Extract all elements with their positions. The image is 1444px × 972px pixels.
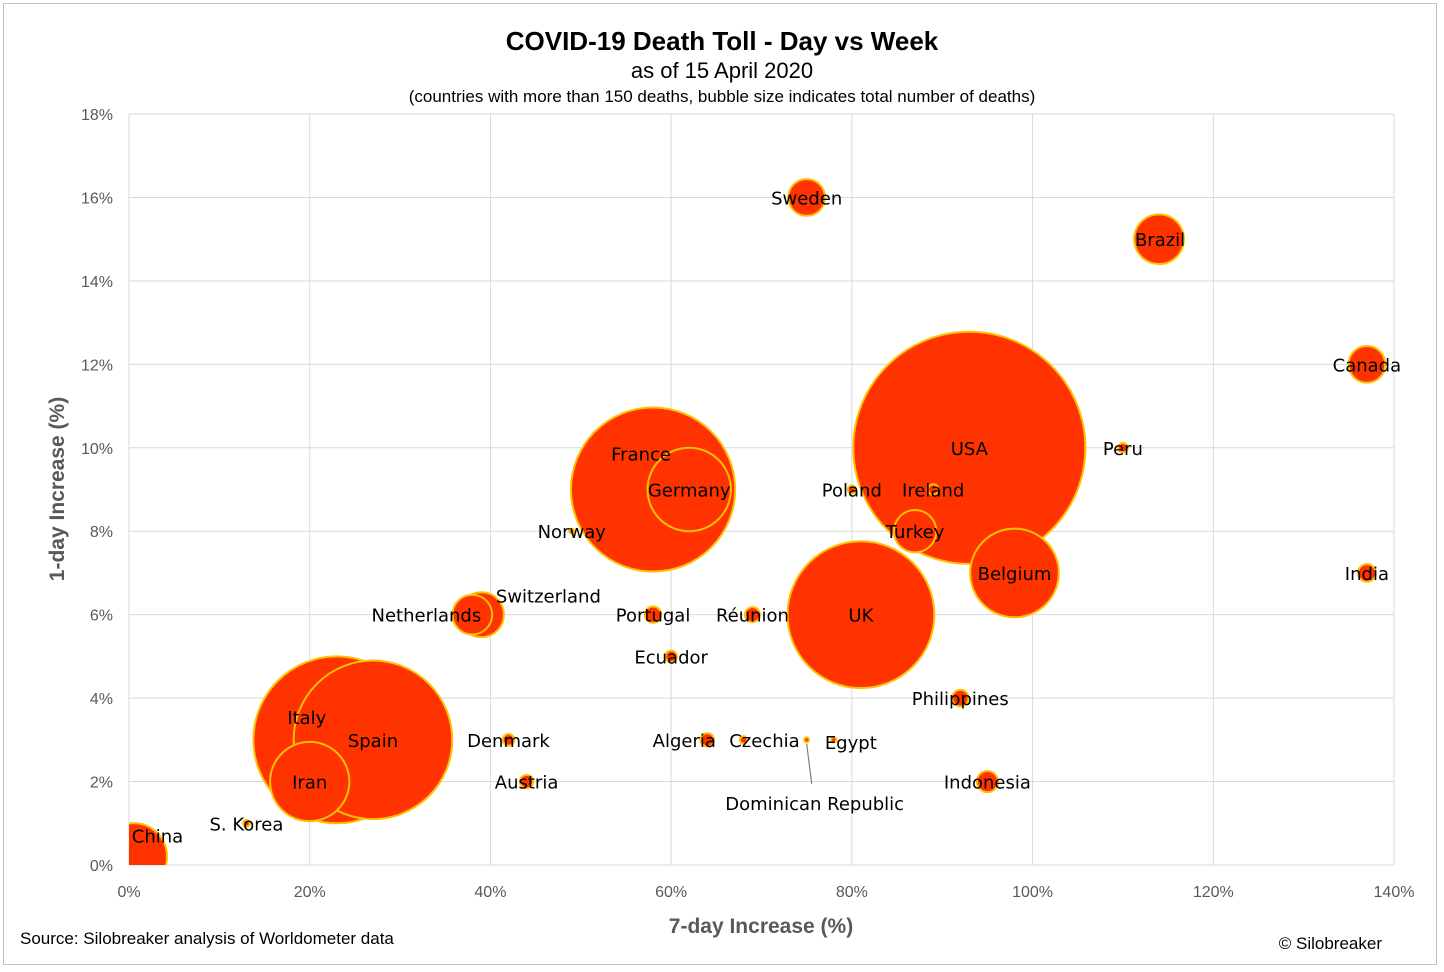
x-tick-label: 0% (117, 884, 140, 901)
y-tick-label: 8% (90, 524, 113, 541)
bubble-norway (568, 527, 576, 535)
bubble-label-belgium: Belgium (978, 564, 1052, 585)
bubble-peru (1117, 442, 1129, 454)
bubble-label-usa: USA (951, 439, 989, 460)
bubble-label-ireland: Ireland (902, 481, 964, 502)
bubble-label-spain: Spain (348, 731, 398, 752)
bubble-label-germany: Germany (648, 481, 731, 502)
bubble-label-r-union: Réunion (716, 606, 789, 627)
y-tick-label: 2% (90, 775, 113, 792)
y-tick-label: 10% (81, 441, 113, 458)
bubble-belgium (969, 527, 1060, 619)
bubble-germany (646, 446, 732, 533)
bubble-austria (518, 773, 535, 790)
bubble-labels: China S. Korea Italy Spain Iran Netherlands Sw… (132, 188, 1401, 847)
bubble-india (1357, 563, 1377, 583)
bubble-portugal (643, 605, 663, 624)
x-tick-label: 20% (294, 884, 326, 901)
bubble-label-turkey: Turkey (885, 522, 945, 543)
bubble-label-uk: UK (848, 606, 874, 627)
bubble-label-dominican-republic: Dominican Republic (725, 794, 904, 815)
y-tick-label: 18% (81, 107, 113, 124)
bubbles (129, 178, 1387, 865)
bubble-sweden (787, 178, 827, 217)
bubble-philippines (951, 688, 970, 708)
bubble-label-denmark: Denmark (467, 731, 550, 752)
copyright: © Silobreaker (1279, 934, 1383, 953)
bubble-usa (852, 330, 1087, 565)
y-tick-label: 16% (81, 190, 113, 207)
x-tick-label: 40% (474, 884, 506, 901)
bubble-s-korea (242, 818, 251, 828)
bubble-ecuador (664, 649, 678, 664)
leader-line (806, 743, 813, 784)
bubble-ireland (926, 483, 940, 496)
bubble-label-portugal: Portugal (616, 606, 691, 627)
bubble-canada (1347, 344, 1387, 384)
bubble-r-union (743, 606, 761, 624)
chart-subtitle: as of 15 April 2020 (631, 58, 813, 83)
source-note: Source: Silobreaker analysis of Worldome… (20, 929, 394, 948)
bubble-label-ecuador: Ecuador (634, 647, 708, 668)
bubble-uk (786, 540, 936, 690)
y-tick-label: 6% (90, 608, 113, 625)
bubble-indonesia (975, 769, 999, 794)
bubble-label-france: France (611, 445, 671, 466)
bubble-label-italy: Italy (287, 708, 326, 729)
bubble-algeria (699, 732, 715, 748)
y-tick-label: 0% (90, 858, 113, 875)
bubble-label-poland: Poland (822, 481, 882, 502)
y-tick-label: 12% (81, 357, 113, 374)
bubble-label-brazil: Brazil (1135, 230, 1185, 251)
bubble-label-switzerland: Switzerland (496, 587, 601, 608)
chart-note: (countries with more than 150 deaths, bu… (409, 87, 1036, 106)
bubble-egypt (830, 736, 838, 744)
bubble-label-philippines: Philippines (912, 689, 1009, 710)
y-axis-title: 1-day Increase (%) (46, 397, 69, 581)
axes: 0% 2% 4% 6% 8% 10% 12% 14% 16% 18% 0% 20% 40% 60% 80% 1… (81, 107, 1414, 901)
bubble-label-sweden: Sweden (771, 188, 842, 209)
bubble-label-indonesia: Indonesia (944, 773, 1031, 794)
bubble-label-algeria: Algeria (653, 731, 716, 752)
bubble-label-china: China (132, 827, 183, 848)
bubble-label-s-korea: S. Korea (210, 814, 284, 835)
bubble-label-peru: Peru (1103, 439, 1143, 460)
bubble-label-norway: Norway (538, 522, 607, 543)
y-tick-label: 4% (90, 691, 113, 708)
chart-title: COVID-19 Death Toll - Day vs Week (506, 26, 939, 56)
x-tick-label: 100% (1012, 884, 1053, 901)
y-tick-label: 14% (81, 274, 113, 291)
x-tick-label: 140% (1374, 884, 1415, 901)
bubble-china (129, 822, 169, 865)
bubble-turkey (892, 509, 938, 554)
bubble-label-egypt: Egypt (825, 733, 877, 754)
bubble-czechia (738, 735, 749, 745)
bubble-denmark (501, 733, 516, 747)
bubble-label-czechia: Czechia (729, 731, 799, 752)
x-tick-label: 60% (655, 884, 687, 901)
bubble-netherlands (451, 593, 494, 636)
x-tick-label: 80% (836, 884, 868, 901)
bubble-label-austria: Austria (495, 773, 559, 794)
x-axis-title: 7-day Increase (%) (669, 915, 853, 938)
bubble-label-india: India (1345, 564, 1389, 585)
bubble-brazil (1133, 213, 1185, 266)
bubble-poland (846, 484, 857, 495)
bubble-label-netherlands: Netherlands (371, 606, 481, 627)
bubble-dominican-republic (803, 736, 811, 744)
bubble-label-canada: Canada (1333, 355, 1402, 376)
grid (128, 113, 1395, 866)
bubble-iran (269, 740, 351, 823)
bubble-label-iran: Iran (292, 773, 327, 794)
x-tick-label: 120% (1193, 884, 1234, 901)
